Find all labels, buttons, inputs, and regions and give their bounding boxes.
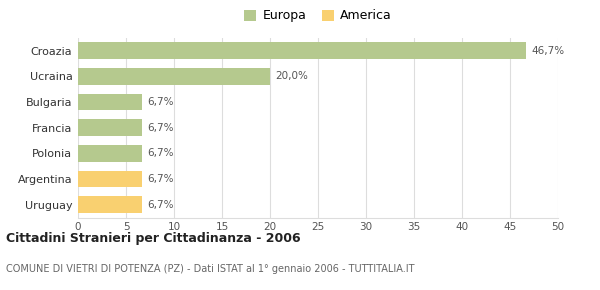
Text: 20,0%: 20,0% (275, 71, 308, 81)
Text: 6,7%: 6,7% (147, 148, 173, 158)
Bar (78, 94, 142, 110)
Text: 6,7%: 6,7% (147, 174, 173, 184)
Text: COMUNE DI VIETRI DI POTENZA (PZ) - Dati ISTAT al 1° gennaio 2006 - TUTTITALIA.IT: COMUNE DI VIETRI DI POTENZA (PZ) - Dati … (6, 264, 415, 274)
Legend: Europa, America: Europa, America (244, 10, 392, 22)
Text: 46,7%: 46,7% (531, 46, 564, 56)
Bar (78, 196, 142, 213)
Bar (78, 145, 142, 162)
Bar (78, 171, 142, 187)
Text: 6,7%: 6,7% (147, 200, 173, 210)
Text: 6,7%: 6,7% (147, 123, 173, 133)
Bar (78, 42, 526, 59)
Bar (78, 119, 142, 136)
Text: Cittadini Stranieri per Cittadinanza - 2006: Cittadini Stranieri per Cittadinanza - 2… (6, 232, 301, 245)
Bar (78, 68, 270, 85)
Text: 6,7%: 6,7% (147, 97, 173, 107)
